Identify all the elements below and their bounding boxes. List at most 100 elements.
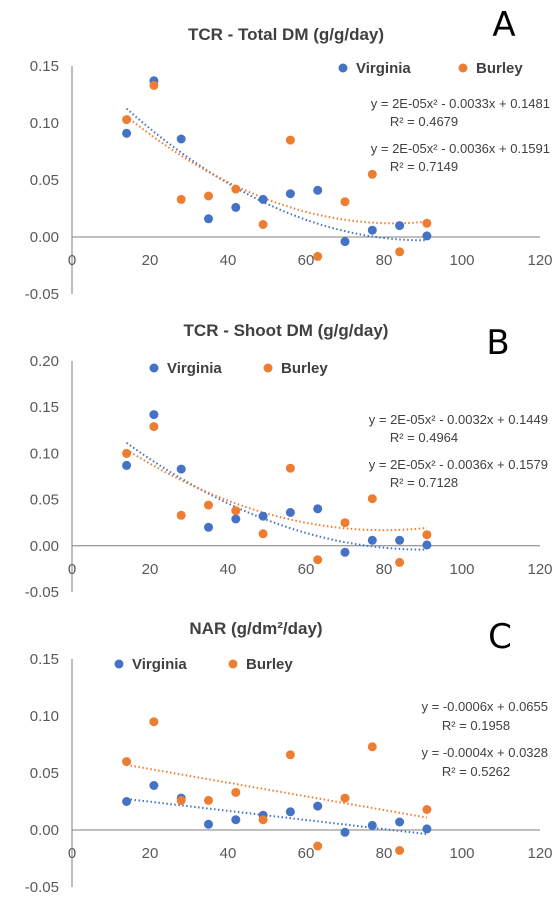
trend-r2-virginia-c: R² = 0.5262 (442, 764, 510, 779)
trendline-burley-b (126, 448, 427, 532)
chart-title-b: TCR - Shoot DM (g/g/day) (184, 321, 389, 340)
legend-label-virginia-a: Virginia (356, 60, 411, 77)
trendline-burley-c (126, 763, 428, 819)
legend-label-virginia-c: Virginia (132, 656, 187, 673)
x-tick-labels-b: 0 20 40 60 80 100 120 (68, 561, 552, 578)
x-tick-label-b: 120 (527, 561, 552, 578)
y-tick-label-b: 0.15 (30, 399, 59, 416)
x-tick-label-b: 20 (142, 561, 159, 578)
data-point-virginia-c (204, 819, 213, 829)
data-point-burley-a (149, 80, 159, 90)
data-point-virginia-b (176, 464, 186, 474)
data-point-virginia-b (231, 514, 241, 524)
data-points-a (122, 76, 432, 261)
trendline-virginia-b (126, 441, 427, 551)
data-point-virginia-c (231, 815, 241, 825)
data-point-burley-b (204, 500, 213, 510)
panel-label-c: C (488, 617, 512, 657)
data-point-virginia-b (204, 522, 213, 532)
legend-marker-burley-c (228, 659, 238, 669)
chart-panel-b: TCR - Shoot DM (g/g/day) B -0.05 0.00 0.05… (25, 321, 552, 601)
data-point-burley-c (204, 795, 213, 805)
legend-marker-burley-a (458, 63, 468, 73)
data-point-burley-c (231, 787, 241, 797)
data-point-virginia-a (313, 185, 323, 195)
x-tick-label-c: 80 (376, 845, 393, 862)
data-point-virginia-a (204, 214, 213, 224)
x-tick-label-a: 20 (142, 252, 159, 269)
trendlines-b (126, 441, 427, 551)
x-tick-label-a: 100 (449, 252, 474, 269)
x-tick-label-b: 0 (68, 561, 76, 578)
trendlines-c (126, 763, 428, 836)
data-point-burley-c (122, 757, 132, 767)
y-tick-label-a: 0.00 (30, 229, 59, 246)
x-tick-label-b: 60 (298, 561, 315, 578)
chart-title-c: NAR (g/dm²/day) (189, 619, 322, 638)
data-point-burley-b (231, 506, 241, 516)
y-tick-label-a: 0.15 (30, 58, 59, 75)
x-tick-label-c: 60 (298, 845, 315, 862)
legend-marker-burley-b (263, 363, 273, 373)
chart-panel-c: NAR (g/dm²/day) C -0.050.000.050.100.15 … (25, 617, 552, 896)
chart-title-a: TCR - Total DM (g/g/day) (188, 25, 384, 44)
data-point-burley-c (367, 742, 377, 752)
y-tick-label-c: 0.00 (30, 822, 59, 839)
data-point-burley-a (204, 191, 213, 201)
trend-equation-burley-a: y = 2E-05x² - 0.0033x + 0.1481 (371, 96, 550, 111)
data-point-virginia-c (340, 827, 350, 837)
trendlines-a (125, 107, 427, 242)
y-tick-label-c: 0.05 (30, 765, 59, 782)
x-tick-labels-c: 0 20 40 60 80 100 120 (68, 845, 552, 862)
y-tick-label-b: 0.05 (30, 492, 59, 509)
panel-label-a: A (492, 5, 515, 45)
data-points-b (122, 410, 432, 567)
legend-label-burley-b: Burley (281, 360, 328, 377)
y-tick-label-c: 0.10 (30, 708, 59, 725)
x-tick-label-b: 80 (376, 561, 393, 578)
y-tick-label-b: 0.00 (30, 538, 59, 555)
data-point-burley-a (231, 184, 241, 194)
x-tick-label-a: 0 (68, 252, 76, 269)
y-tick-label-a: 0.05 (30, 172, 59, 189)
trendline-virginia-c (126, 798, 428, 836)
trend-equation-virginia-b: y = 2E-05x² - 0.0036x + 0.1579 (369, 457, 548, 472)
data-point-virginia-c (285, 807, 295, 817)
trend-r2-virginia-b: R² = 0.7128 (390, 475, 458, 490)
y-tick-labels-a: -0.05 0.00 0.05 0.10 0.15 (25, 58, 59, 303)
data-point-burley-c (395, 846, 405, 855)
data-points-c (122, 717, 432, 855)
legend-label-virginia-b: Virginia (167, 360, 222, 377)
data-point-burley-c (176, 795, 186, 805)
legend-label-burley-a: Burley (476, 60, 523, 77)
data-point-virginia-a (340, 237, 350, 247)
data-point-burley-c (258, 815, 268, 825)
data-point-virginia-a (176, 134, 186, 144)
x-tick-label-c: 0 (68, 845, 76, 862)
data-point-virginia-a (367, 225, 377, 235)
x-tick-label-a: 80 (376, 252, 393, 269)
data-point-burley-c (313, 841, 323, 851)
data-point-virginia-b (149, 410, 159, 420)
trendline-virginia-a (125, 107, 427, 242)
data-point-burley-a (176, 194, 186, 204)
chart-panel-a: TCR - Total DM (g/g/day) A -0.05 0.00 0.05… (25, 5, 552, 303)
data-point-virginia-b (395, 535, 405, 545)
data-point-virginia-b (422, 540, 432, 550)
data-point-burley-c (340, 793, 350, 803)
y-tick-labels-c: -0.05 0.00 0.05 0.10 0.15 (25, 651, 59, 896)
data-point-burley-b (176, 510, 186, 520)
x-tick-label-c: 120 (527, 845, 552, 862)
x-tick-label-c: 20 (142, 845, 159, 862)
data-point-burley-b (258, 529, 268, 539)
data-point-virginia-a (258, 194, 268, 204)
legend-label-burley-c: Burley (246, 656, 293, 673)
trend-equation-virginia-c: y = -0.0004x + 0.0328 (422, 745, 548, 760)
data-point-burley-b (367, 494, 377, 504)
data-point-burley-a (122, 115, 132, 125)
panel-label-b: B (486, 323, 509, 363)
data-point-virginia-a (422, 231, 432, 241)
y-tick-label-b: 0.10 (30, 445, 59, 462)
x-tick-label-b: 100 (449, 561, 474, 578)
data-point-virginia-c (122, 797, 132, 806)
